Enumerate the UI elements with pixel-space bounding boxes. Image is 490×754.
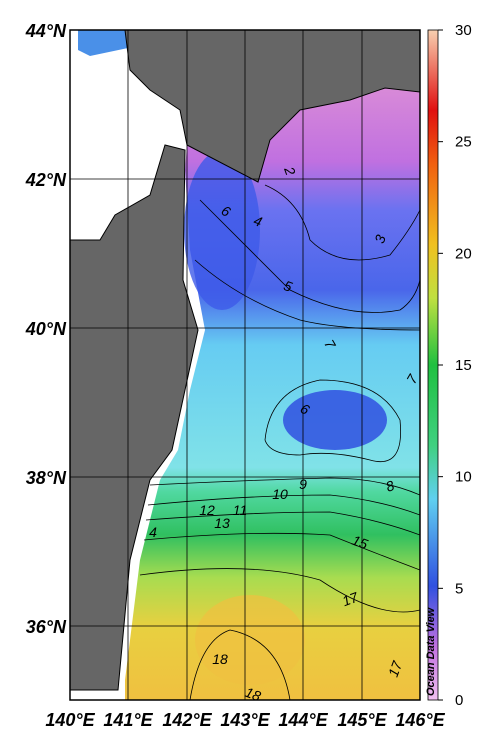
contour-label: 17 <box>340 588 361 609</box>
lon-label: 141°E <box>103 710 153 730</box>
colorbar <box>427 29 439 701</box>
lat-label: 36°N <box>26 617 67 637</box>
lon-label: 143°E <box>220 710 270 730</box>
blue-patch <box>78 30 135 56</box>
contour-label: 18 <box>212 651 228 667</box>
lon-label: 144°E <box>278 710 328 730</box>
lon-label: 140°E <box>45 710 95 730</box>
cold-patch <box>184 150 260 310</box>
contour-label: 15 <box>350 532 370 552</box>
colorbar-label: 20 <box>455 245 472 262</box>
contour-label: 17 <box>385 658 406 679</box>
graticule <box>70 30 420 700</box>
lat-label: 42°N <box>25 170 67 190</box>
lon-label: 146°E <box>395 710 445 730</box>
land <box>70 144 199 691</box>
land <box>124 30 420 183</box>
contour-label: 11 <box>233 502 248 518</box>
contour-label: 9 <box>299 476 307 492</box>
contour-label: 4 <box>149 524 157 540</box>
lon-label: 145°E <box>337 710 387 730</box>
colorbar-label: 10 <box>455 469 472 486</box>
contour-label: 12 <box>199 502 215 518</box>
colorbar-label: 25 <box>455 134 472 151</box>
colorbar-label: 15 <box>455 357 472 374</box>
contour-label: 13 <box>214 515 230 531</box>
contours <box>139 184 420 700</box>
contour-label: 18 <box>243 684 263 704</box>
warm-patch <box>195 595 305 685</box>
colorbar-label: 30 <box>455 22 472 39</box>
lon-label: 142°E <box>162 710 212 730</box>
cold-eddy <box>283 390 387 450</box>
colorbar-label: 0 <box>455 692 463 709</box>
lat-label: 38°N <box>26 468 67 488</box>
map-frame <box>69 29 421 701</box>
colorbar-label: 5 <box>455 580 463 597</box>
credit: Ocean Data View <box>425 606 437 696</box>
lat-label: 44°N <box>25 21 67 41</box>
contour-label: 10 <box>272 486 288 502</box>
lat-label: 40°N <box>25 319 67 339</box>
